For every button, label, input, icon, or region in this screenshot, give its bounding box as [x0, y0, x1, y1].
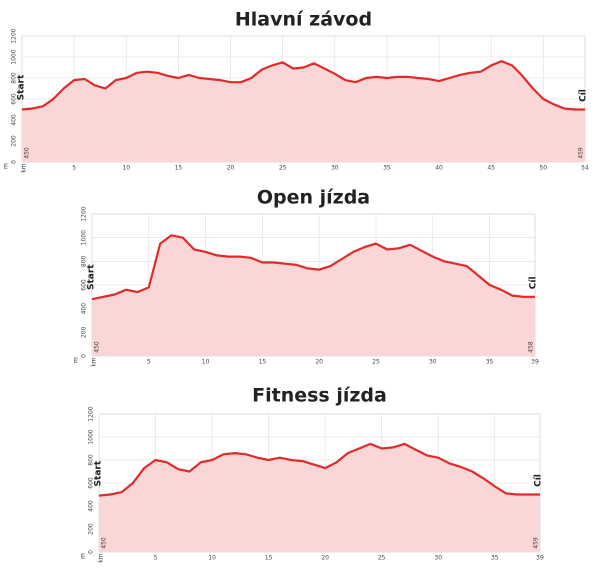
y-tick-label: 800	[81, 255, 88, 267]
y-tick-label: 200	[11, 135, 18, 147]
x-tick-label: 15	[175, 165, 183, 172]
x-tick-label: 15	[265, 555, 273, 562]
y-axis-label: m	[80, 553, 87, 559]
y-tick-label: 600	[88, 477, 95, 489]
x-tick-label: 5	[147, 359, 151, 366]
y-axis-label: m	[73, 357, 80, 363]
start-label: Start	[17, 74, 27, 100]
chart-title: Fitness jízda	[252, 385, 387, 407]
x-tick-label: 20	[227, 165, 235, 172]
chart-title: Hlavní závod	[235, 9, 372, 31]
x-tick-label: 20	[315, 359, 323, 366]
x-tick-label: 40	[435, 165, 443, 172]
x-tick-label: 30	[331, 165, 339, 172]
x-tick-label: 10	[208, 555, 216, 562]
y-tick-label: 200	[81, 326, 88, 338]
x-tick-label: 5	[154, 555, 158, 562]
y-tick-label: 0	[88, 550, 95, 554]
y-tick-label: 1000	[81, 230, 88, 245]
end-elevation: 459	[578, 147, 585, 159]
y-tick-label: 600	[11, 93, 18, 105]
y-axis-label: m	[3, 163, 10, 169]
x-tick-label: 10	[202, 359, 210, 366]
x-tick-label: 50	[539, 165, 547, 172]
end-label: Cíl	[534, 474, 544, 487]
start-elevation: 450	[24, 147, 31, 159]
x-tick-label: 20	[321, 555, 329, 562]
elevation-line	[91, 234, 535, 301]
x-tick-label: 25	[378, 555, 386, 562]
x-tick-label: 30	[434, 555, 442, 562]
start-label: Start	[94, 460, 104, 486]
x-tick-label: 35	[486, 359, 494, 366]
elevation-line	[98, 442, 540, 497]
x-tick-label: 15	[259, 359, 267, 366]
y-tick-label: 400	[88, 500, 95, 512]
x-tick-label: 45	[487, 165, 495, 172]
y-tick-label: 400	[81, 303, 88, 315]
x-tick-label: 54	[581, 165, 589, 172]
elevation-line	[21, 60, 585, 111]
y-tick-label: 1200	[11, 28, 18, 43]
start-elevation: 450	[94, 341, 101, 353]
end-elevation: 458	[528, 341, 535, 353]
x-axis-label: km	[98, 553, 105, 562]
y-tick-label: 800	[88, 454, 95, 466]
x-tick-label: 39	[531, 359, 539, 366]
x-tick-label: 35	[491, 555, 499, 562]
y-tick-label: 1200	[88, 406, 95, 421]
y-tick-label: 1200	[81, 206, 88, 221]
end-label: Cíl	[579, 89, 589, 102]
start-label: Start	[87, 264, 97, 290]
y-tick-label: 600	[81, 279, 88, 291]
end-elevation: 459	[533, 537, 540, 549]
end-label: Cíl	[529, 276, 539, 289]
x-axis-label: km	[91, 357, 98, 366]
start-elevation: 450	[101, 537, 108, 549]
y-tick-label: 1000	[11, 49, 18, 64]
area-fill	[22, 61, 585, 163]
x-tick-label: 25	[279, 165, 287, 172]
y-tick-label: 0	[81, 354, 88, 358]
x-axis-label: km	[21, 163, 28, 172]
area-fill	[99, 443, 540, 552]
x-tick-label: 35	[383, 165, 391, 172]
x-tick-label: 10	[122, 165, 130, 172]
y-tick-label: 400	[11, 114, 18, 126]
area-fill	[92, 235, 535, 356]
y-tick-label: 200	[88, 523, 95, 535]
y-tick-label: 0	[11, 160, 18, 164]
x-tick-label: 30	[429, 359, 437, 366]
x-tick-label: 25	[372, 359, 380, 366]
y-tick-label: 800	[11, 72, 18, 84]
x-tick-label: 5	[72, 165, 76, 172]
y-tick-label: 1000	[88, 429, 95, 444]
chart-title: Open jízda	[257, 187, 370, 209]
x-tick-label: 39	[536, 555, 544, 562]
